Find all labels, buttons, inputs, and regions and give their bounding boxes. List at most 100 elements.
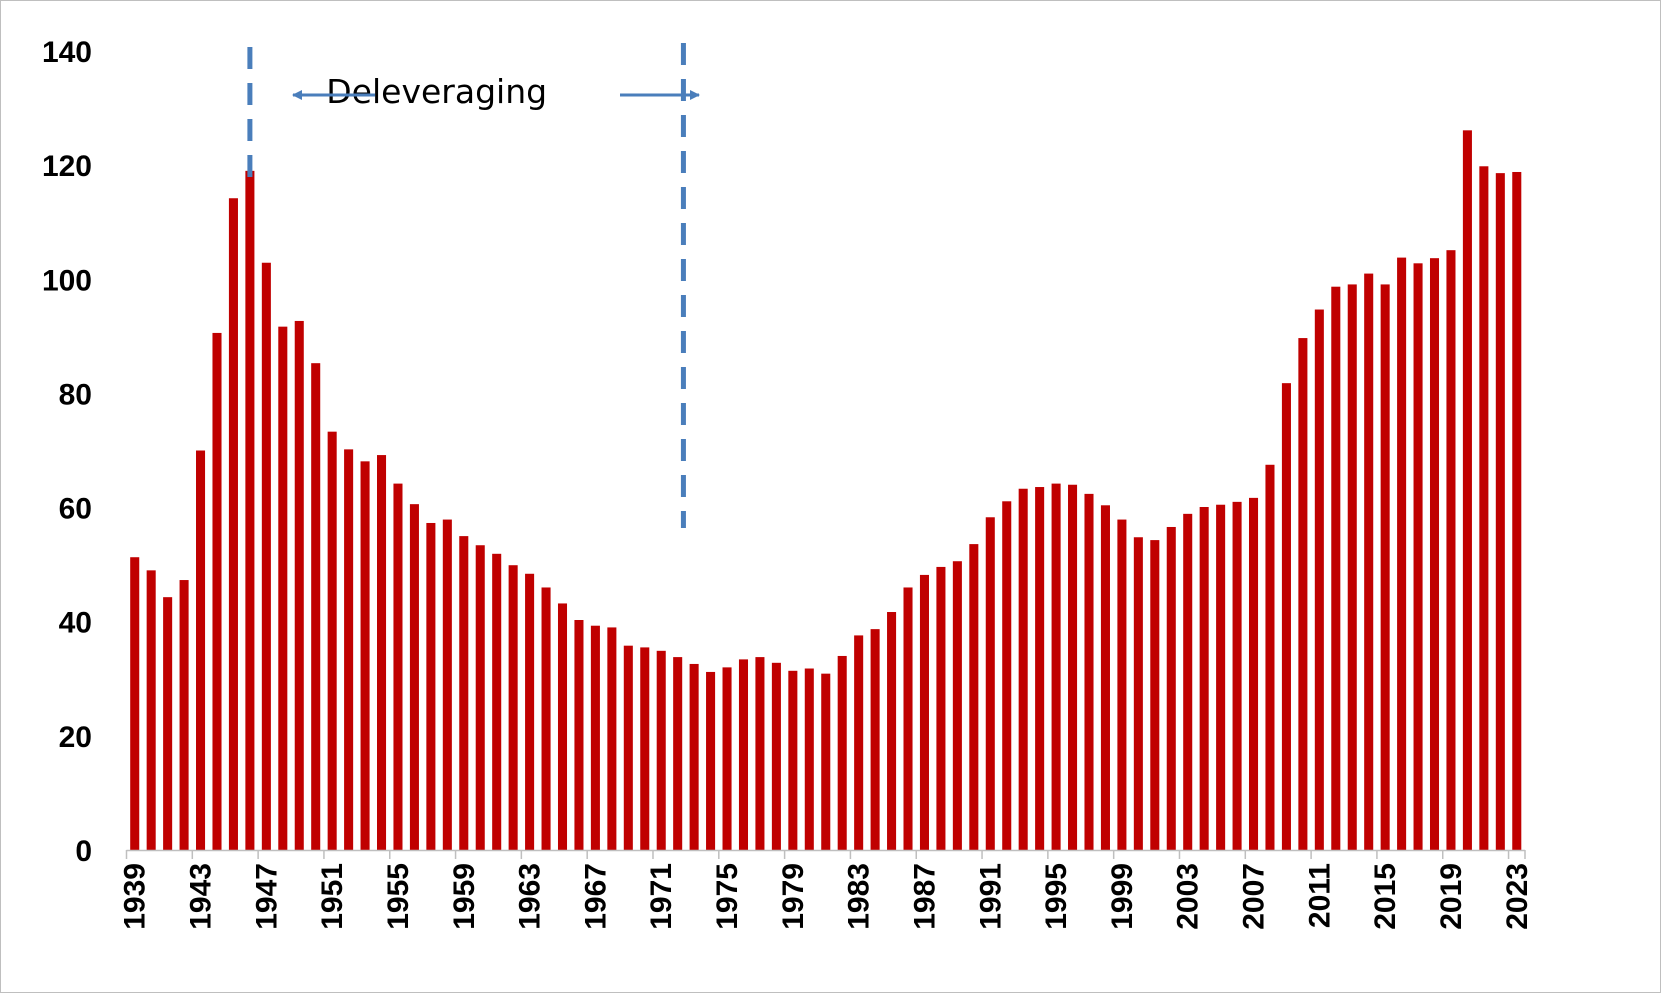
bar-2005 — [1216, 504, 1226, 850]
bar-1993 — [1018, 488, 1028, 850]
x-tick-label: 1963 — [514, 863, 547, 930]
y-tick-label: 80 — [59, 378, 92, 411]
y-axis-tick-labels: 0 20 40 60 80 100 120 140 — [42, 36, 92, 868]
bar-1986 — [903, 587, 913, 850]
x-tick-label: 1983 — [843, 863, 876, 930]
bar-1950 — [311, 363, 321, 850]
bar-2014 — [1364, 273, 1374, 851]
bar-1960 — [475, 545, 485, 850]
bar-1941 — [163, 597, 173, 850]
bar-1982 — [837, 655, 847, 850]
bar-1984 — [870, 629, 880, 850]
bar-1965 — [557, 603, 568, 850]
bar-1999 — [1117, 519, 1127, 850]
bar-1968 — [607, 627, 617, 850]
bar-2010 — [1298, 338, 1308, 850]
bar-2022 — [1495, 173, 1505, 850]
bar-1945 — [228, 198, 238, 851]
bar-1964 — [541, 587, 551, 850]
bar-1955 — [393, 483, 403, 850]
x-tick-label: 1987 — [908, 863, 941, 930]
bar-1958 — [442, 519, 452, 850]
bar-1972 — [673, 657, 683, 850]
bar-1967 — [590, 625, 600, 850]
bar-1962 — [508, 565, 518, 850]
bar-2017 — [1413, 263, 1423, 850]
bar-1942 — [179, 580, 189, 850]
bar-1971 — [656, 650, 666, 850]
x-tick-label: 1979 — [777, 863, 810, 930]
x-tick-label: 1943 — [185, 863, 218, 930]
bar-2012 — [1331, 286, 1341, 850]
y-tick-label: 20 — [59, 721, 92, 754]
bar-1966 — [574, 620, 584, 850]
bar-1944 — [212, 332, 222, 850]
y-tick-label: 100 — [42, 264, 92, 297]
bar-1946 — [245, 170, 255, 851]
bar-2021 — [1479, 166, 1489, 850]
bar-2016 — [1397, 257, 1407, 851]
y-tick-label: 60 — [59, 493, 92, 526]
axes — [125, 849, 1526, 859]
bar-2020 — [1462, 130, 1472, 850]
x-tick-label: 2011 — [1303, 863, 1336, 928]
bar-1992 — [1002, 501, 1012, 850]
bar-1963 — [525, 573, 535, 850]
y-tick-label: 140 — [42, 36, 92, 69]
bar-1961 — [492, 553, 502, 850]
bar-2023 — [1512, 171, 1522, 851]
bar-1939 — [130, 557, 140, 850]
x-axis-tick-labels: 1939 1943 1947 1951 1955 1959 1963 1967 1971 1975… — [119, 863, 1534, 930]
bar-1996 — [1068, 484, 1078, 850]
x-tick-label: 1955 — [382, 863, 415, 930]
bar-1981 — [821, 673, 831, 850]
bar-1957 — [426, 522, 436, 850]
bar-1974 — [706, 671, 716, 850]
x-tick-label: 2019 — [1435, 863, 1468, 930]
deleveraging-annotation: Deleveraging — [247, 43, 700, 528]
bar-2003 — [1183, 513, 1193, 850]
x-tick-label: 1999 — [1106, 863, 1139, 930]
bar-2008 — [1265, 464, 1275, 850]
bar-1948 — [278, 326, 288, 850]
x-tick-label: 1947 — [250, 863, 283, 930]
bar-1969 — [623, 645, 633, 850]
bar-2009 — [1281, 383, 1291, 850]
bar-1943 — [196, 450, 206, 850]
bar-1951 — [327, 431, 337, 850]
x-tick-label: 2007 — [1238, 863, 1271, 930]
bar-2002 — [1166, 526, 1176, 850]
bar-1994 — [1035, 487, 1045, 850]
bar-1953 — [360, 461, 370, 850]
bar-1954 — [377, 455, 387, 850]
x-tick-label: 1959 — [448, 863, 481, 930]
bar-1973 — [689, 663, 699, 850]
bar-1956 — [409, 504, 419, 850]
bar-1978 — [771, 662, 781, 850]
bar-2019 — [1446, 250, 1456, 850]
bar-1985 — [887, 612, 897, 850]
bar-1987 — [919, 574, 929, 850]
x-tick-label: 1971 — [645, 863, 678, 930]
bar-2018 — [1429, 258, 1440, 850]
bar-1988 — [936, 566, 946, 850]
deleveraging-label: Deleveraging — [326, 72, 547, 111]
bar-2001 — [1150, 540, 1160, 850]
bar-2011 — [1314, 309, 1324, 850]
bar-2006 — [1232, 501, 1242, 850]
x-tick-label: 1967 — [579, 863, 612, 930]
bar-1998 — [1100, 505, 1110, 850]
bar-1940 — [146, 570, 156, 850]
bar-1976 — [738, 659, 749, 850]
x-tick-label: 2023 — [1501, 863, 1534, 930]
bar-1959 — [459, 536, 469, 850]
bar-series — [130, 130, 1522, 851]
y-tick-label: 0 — [75, 835, 92, 868]
bar-1989 — [952, 561, 962, 850]
y-tick-label: 40 — [59, 607, 92, 640]
bar-2004 — [1199, 507, 1209, 850]
bar-2000 — [1133, 537, 1143, 850]
bar-1979 — [788, 670, 798, 850]
